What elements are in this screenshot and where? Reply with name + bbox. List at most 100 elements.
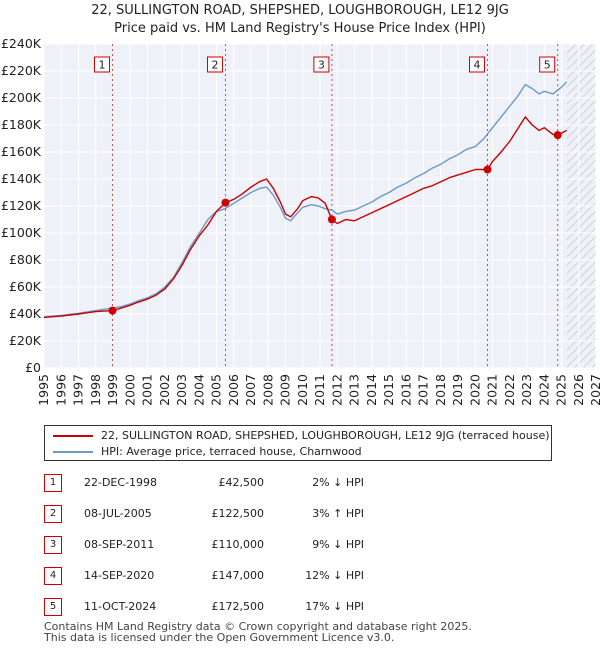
sale-hpi-diff: 17% ↓ HPI — [305, 600, 364, 613]
x-tick-label: 2026 — [571, 374, 586, 406]
sale-marker-labels: 1 2 3 4 5 — [93, 56, 556, 73]
sale-date: 11-OCT-2024 — [84, 600, 157, 613]
x-tick-label: 1998 — [88, 374, 103, 406]
x-tick-label: 2013 — [347, 374, 362, 406]
x-tick-label: 1997 — [71, 374, 86, 406]
y-tick-label: £60K — [9, 279, 42, 294]
x-tick-label: 2027 — [588, 374, 600, 406]
sale-price: £147,000 — [211, 569, 265, 582]
sale-marker-box — [313, 56, 330, 73]
x-tick-label: 2025 — [554, 374, 569, 406]
x-tick-label: 1996 — [53, 374, 68, 406]
sale-marker-label: 5 — [544, 59, 551, 72]
sale-point — [553, 131, 562, 140]
sale-hpi-diff: 9% ↓ HPI — [312, 538, 364, 551]
x-tick-label: 2010 — [295, 374, 310, 406]
x-tick-label: 2024 — [536, 374, 551, 406]
sale-number-badge: 4 — [44, 567, 62, 585]
x-tick-label: 2020 — [467, 374, 482, 406]
sale-marker-box — [468, 56, 485, 73]
chart-title: 22, SULLINGTON ROAD, SHEPSHED, LOUGHBORO… — [0, 2, 600, 38]
y-tick-label: £160K — [1, 144, 42, 159]
hpi-line — [43, 81, 568, 318]
x-tick-label: 2006 — [226, 374, 241, 406]
x-tick-label: 2016 — [398, 374, 413, 406]
footer: Contains HM Land Registry data © Crown c… — [44, 621, 472, 643]
x-tick-label: 2017 — [416, 374, 431, 406]
chart-title-line2: Price paid vs. HM Land Registry's House … — [114, 21, 486, 36]
table-row: 3 08-SEP-2011 £110,000 9% ↓ HPI — [44, 536, 444, 554]
legend-swatch-hpi — [53, 451, 93, 453]
sale-marker-box — [93, 56, 110, 73]
sale-marker-box — [539, 56, 556, 73]
legend-label-hpi: HPI: Average price, terraced house, Char… — [101, 445, 362, 458]
sale-hpi-diff: 2% ↓ HPI — [312, 476, 364, 489]
sale-price: £42,500 — [218, 476, 265, 489]
legend-label-property: 22, SULLINGTON ROAD, SHEPSHED, LOUGHBORO… — [101, 429, 550, 442]
y-tick-label: £220K — [1, 63, 42, 78]
sale-number-badge: 1 — [44, 474, 62, 492]
sale-price: £122,500 — [211, 507, 265, 520]
y-tick-label: £20K — [9, 333, 42, 348]
sale-date: 08-JUL-2005 — [84, 507, 152, 520]
sale-marker-label: 2 — [211, 59, 218, 72]
series-lines — [43, 81, 568, 319]
table-row: 4 14-SEP-2020 £147,000 12% ↓ HPI — [44, 567, 444, 585]
legend-swatch-property — [53, 435, 93, 437]
footer-licence: This data is licensed under the Open Gov… — [44, 631, 395, 644]
legend: 22, SULLINGTON ROAD, SHEPSHED, LOUGHBORO… — [44, 425, 552, 461]
x-tick-label: 2014 — [364, 374, 379, 406]
x-axis-ticks: 1995 1996 1997 1998 1999 2000 2001 2002 2003 2004… — [36, 374, 600, 406]
y-tick-label: £180K — [1, 117, 42, 132]
x-tick-label: 2023 — [519, 374, 534, 406]
x-tick-label: 1999 — [105, 374, 120, 406]
x-tick-label: 2001 — [140, 374, 155, 406]
sale-point — [483, 165, 492, 174]
x-tick-label: 1995 — [36, 374, 51, 406]
x-tick-label: 2000 — [122, 374, 137, 406]
sale-marker-label: 1 — [98, 59, 105, 72]
x-tick-label: 2012 — [329, 374, 344, 406]
x-tick-label: 2002 — [157, 374, 172, 406]
legend-item-property: 22, SULLINGTON ROAD, SHEPSHED, LOUGHBORO… — [53, 428, 550, 444]
property-price-line — [43, 116, 568, 319]
x-tick-label: 2018 — [433, 374, 448, 406]
sale-point — [108, 306, 117, 315]
y-tick-label: £240K — [1, 36, 42, 51]
table-row: 5 11-OCT-2024 £172,500 17% ↓ HPI — [44, 598, 444, 616]
chart-title-line1: 22, SULLINGTON ROAD, SHEPSHED, LOUGHBORO… — [91, 3, 509, 18]
footer-copyright: Contains HM Land Registry data © Crown c… — [44, 620, 472, 633]
x-tick-label: 2022 — [502, 374, 517, 406]
x-tick-label: 2003 — [174, 374, 189, 406]
x-tick-label: 2021 — [485, 374, 500, 406]
y-tick-label: £0 — [25, 360, 41, 375]
sale-number-badge: 3 — [44, 536, 62, 554]
y-tick-label: £40K — [9, 306, 42, 321]
y-tick-label: £120K — [1, 198, 42, 213]
sale-point — [327, 215, 336, 224]
sale-point — [221, 198, 230, 207]
x-tick-label: 2004 — [191, 374, 206, 406]
sale-date: 14-SEP-2020 — [84, 569, 155, 582]
sale-points — [108, 131, 562, 315]
x-tick-label: 2015 — [381, 374, 396, 406]
y-tick-label: £200K — [1, 90, 42, 105]
x-tick-label: 2007 — [243, 374, 258, 406]
sale-date: 08-SEP-2011 — [84, 538, 155, 551]
x-tick-label: 2005 — [209, 374, 224, 406]
legend-item-hpi: HPI: Average price, terraced house, Char… — [53, 444, 362, 460]
x-tick-label: 2009 — [278, 374, 293, 406]
sale-number-badge: 2 — [44, 505, 62, 523]
y-tick-label: £80K — [9, 252, 42, 267]
sale-hpi-diff: 12% ↓ HPI — [305, 569, 364, 582]
sale-marker-label: 4 — [473, 59, 480, 72]
y-axis-ticks: £0 £20K £40K £60K £80K £100K £120K £140K £160K £1… — [1, 36, 42, 375]
sale-date: 22-DEC-1998 — [84, 476, 158, 489]
x-tick-label: 2011 — [312, 374, 327, 406]
y-tick-label: £140K — [1, 171, 42, 186]
sale-price: £172,500 — [211, 600, 265, 613]
table-row: 1 22-DEC-1998 £42,500 2% ↓ HPI — [44, 474, 444, 492]
sale-marker-label: 3 — [318, 59, 325, 72]
x-tick-label: 2019 — [450, 374, 465, 406]
